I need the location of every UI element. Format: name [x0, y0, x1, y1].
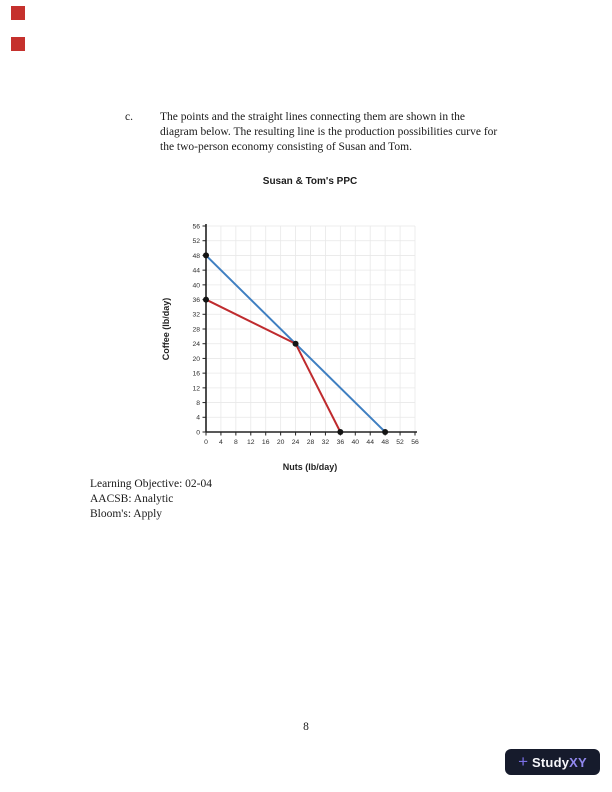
- svg-text:8: 8: [234, 439, 238, 446]
- brand-name-accent: XY: [569, 754, 587, 770]
- chart-title: Susan & Tom's PPC: [263, 176, 357, 187]
- svg-text:44: 44: [366, 439, 374, 446]
- svg-text:20: 20: [277, 439, 285, 446]
- ppc-chart: Susan & Tom's PPC 0 4 8 12 16 20 24 28 32 36 40 44 4…: [150, 165, 450, 475]
- svg-text:20: 20: [192, 356, 200, 363]
- svg-text:48: 48: [192, 253, 200, 260]
- svg-text:36: 36: [192, 297, 200, 304]
- svg-text:4: 4: [196, 415, 200, 422]
- svg-text:36: 36: [337, 439, 345, 446]
- svg-text:12: 12: [247, 439, 255, 446]
- svg-text:0: 0: [204, 439, 208, 446]
- svg-text:4: 4: [219, 439, 223, 446]
- series-red_line: [205, 298, 342, 433]
- svg-text:32: 32: [322, 439, 330, 446]
- chart-axes: [205, 224, 417, 433]
- chart-gridlines: [206, 225, 416, 432]
- svg-text:32: 32: [192, 312, 200, 319]
- red-mark-top: [11, 6, 25, 20]
- svg-text:24: 24: [192, 341, 200, 348]
- plus-icon: +: [518, 751, 529, 771]
- answer-paragraph: c. The points and the straight lines con…: [125, 110, 517, 155]
- svg-text:56: 56: [192, 223, 200, 230]
- list-item-marker: c.: [125, 111, 133, 123]
- chart-point-markers: [203, 252, 389, 435]
- svg-text:52: 52: [396, 439, 404, 446]
- chart-tick-marks: [202, 225, 416, 436]
- svg-text:56: 56: [411, 439, 419, 446]
- svg-text:12: 12: [192, 385, 200, 392]
- brand-name: StudyXY: [532, 755, 587, 770]
- svg-text:0: 0: [196, 429, 200, 436]
- svg-text:24: 24: [292, 439, 300, 446]
- svg-text:40: 40: [192, 282, 200, 289]
- meta-block: Learning Objective: 02-04 AACSB: Analyti…: [90, 478, 212, 520]
- ppc-chart-svg: Susan & Tom's PPC 0481216202428323640444…: [161, 176, 419, 472]
- page-number: 8: [303, 721, 309, 733]
- svg-text:52: 52: [192, 238, 200, 245]
- brand-badge[interactable]: + StudyXY: [505, 749, 600, 775]
- paragraph-text: The points and the straight lines connec…: [160, 111, 498, 153]
- svg-text:28: 28: [307, 439, 315, 446]
- svg-text:8: 8: [196, 400, 200, 407]
- svg-text:40: 40: [352, 439, 360, 446]
- svg-text:16: 16: [262, 439, 270, 446]
- brand-name-primary: Study: [532, 754, 570, 770]
- svg-text:48: 48: [381, 439, 389, 446]
- svg-text:16: 16: [192, 371, 200, 378]
- x-axis-label: Nuts (lb/day): [283, 462, 338, 472]
- y-axis-label: Coffee (lb/day): [161, 298, 171, 361]
- svg-text:44: 44: [192, 268, 200, 275]
- red-mark-bottom: [11, 37, 25, 51]
- svg-text:28: 28: [192, 326, 200, 333]
